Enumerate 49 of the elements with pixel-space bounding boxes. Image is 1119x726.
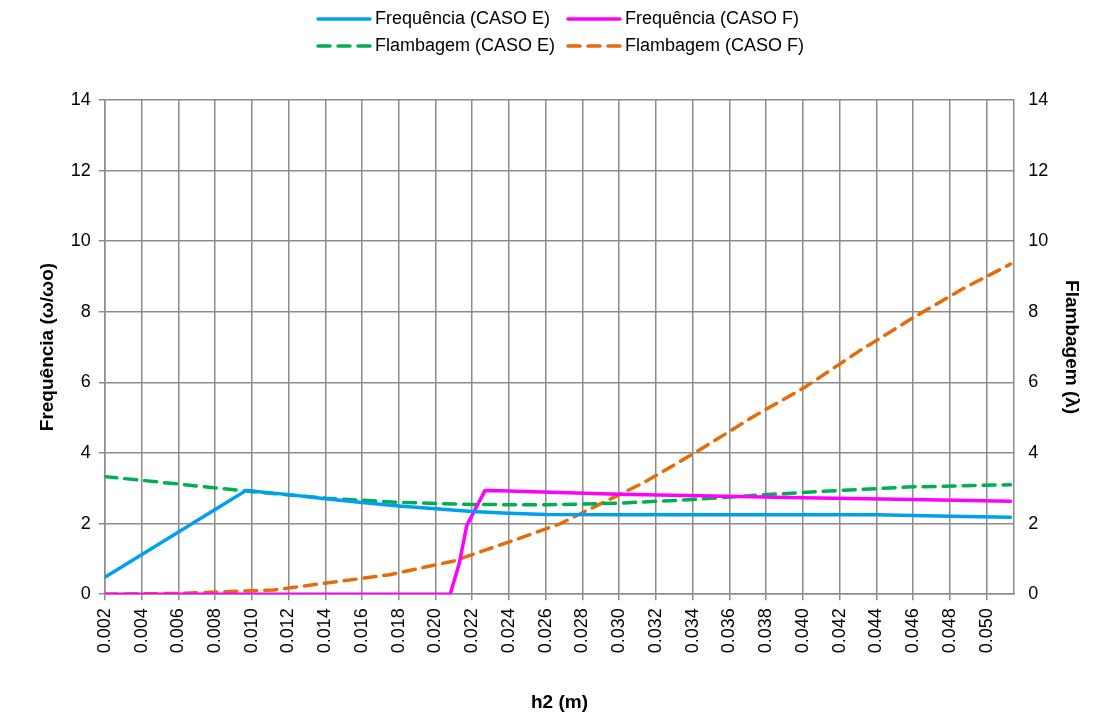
x-tick-label: 0.048 [938,608,959,654]
y-tick-label: 12 [70,159,91,180]
y-tick-label: 4 [80,441,91,462]
x-tick-label: 0.046 [902,608,923,654]
x-tick-label: 0.014 [314,608,335,654]
x-tick-label: 0.032 [644,608,665,654]
legend-label: Flambagem (CASO E) [374,35,555,56]
x-tick-label: 0.038 [755,608,776,654]
y2-tick-label: 6 [1028,371,1039,392]
x-tick-label: 0.018 [387,608,408,654]
x-tick-label: 0.044 [865,608,886,654]
x-tick-label: 0.040 [791,608,812,654]
legend-label: Frequência (CASO F) [625,8,800,29]
y-tick-label: 2 [80,512,91,533]
x-tick-label: 0.024 [497,608,518,654]
y-tick-label: 10 [70,230,91,251]
x-tick-label: 0.034 [681,608,702,654]
x-tick-label: 0.002 [93,608,114,654]
x-tick-label: 0.036 [718,608,739,654]
y-tick-label: 0 [80,583,91,604]
y2-tick-label: 2 [1028,512,1039,533]
y-tick-label: 8 [80,300,91,321]
x-tick-label: 0.004 [130,608,151,654]
y2-tick-label: 14 [1028,88,1049,109]
y2-tick-label: 10 [1028,230,1049,251]
legend-label: Frequência (CASO E) [374,8,551,29]
y2-tick-label: 4 [1028,441,1039,462]
y-tick-label: 14 [70,88,91,109]
x-tick-label: 0.022 [461,608,482,654]
y2-tick-label: 0 [1028,583,1039,604]
x-tick-label: 0.012 [277,608,298,654]
y-axis-title: Frequência (ω/ωo) [35,262,57,432]
line-series [104,474,1013,507]
x-tick-label: 0.006 [167,608,188,654]
x-tick-label: 0.016 [350,608,371,654]
x-axis-title: h2 (m) [531,690,588,712]
x-tick-label: 0.008 [204,608,225,654]
y2-tick-label: 12 [1028,159,1049,180]
x-tick-label: 0.026 [534,608,555,654]
x-tick-label: 0.050 [975,608,996,654]
x-tick-label: 0.030 [608,608,629,654]
x-tick-label: 0.028 [571,608,592,654]
y-tick-label: 6 [80,371,91,392]
y2-axis-title: Flambagem (λ) [1062,280,1084,415]
y2-tick-label: 8 [1028,300,1039,321]
x-tick-label: 0.042 [828,608,849,654]
legend-label: Flambagem (CASO F) [625,35,805,56]
x-tick-label: 0.010 [240,608,261,654]
x-tick-label: 0.020 [424,608,445,654]
